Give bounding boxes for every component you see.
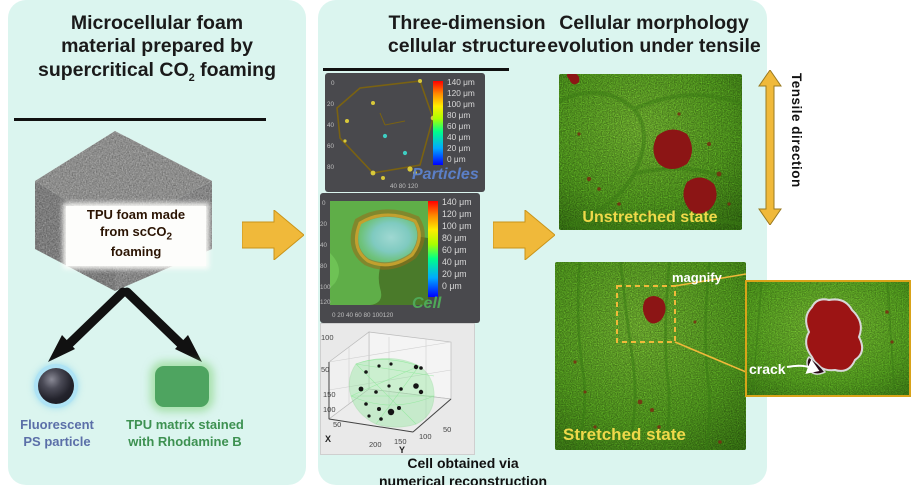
svg-text:100 μm: 100 μm bbox=[442, 221, 472, 231]
svg-text:0 μm: 0 μm bbox=[442, 281, 462, 291]
svg-text:20: 20 bbox=[320, 221, 328, 228]
svg-text:20 μm: 20 μm bbox=[447, 143, 470, 153]
svg-text:120 μm: 120 μm bbox=[447, 88, 475, 98]
svg-text:140 μm: 140 μm bbox=[447, 77, 475, 87]
svg-text:100 μm: 100 μm bbox=[447, 99, 475, 109]
svg-text:80 μm: 80 μm bbox=[442, 233, 467, 243]
svg-text:Unstretched state: Unstretched state bbox=[582, 209, 717, 226]
svg-text:200: 200 bbox=[369, 440, 382, 449]
svg-text:50: 50 bbox=[443, 425, 451, 434]
svg-text:40 μm: 40 μm bbox=[442, 257, 467, 267]
svg-text:60 μm: 60 μm bbox=[447, 121, 470, 131]
svg-text:0 μm: 0 μm bbox=[447, 154, 466, 164]
svg-text:20 μm: 20 μm bbox=[442, 269, 467, 279]
svg-text:0 20 40 60 80 100120: 0 20 40 60 80 100120 bbox=[332, 312, 394, 319]
svg-text:100: 100 bbox=[321, 333, 334, 342]
svg-text:X: X bbox=[325, 434, 331, 444]
svg-text:40: 40 bbox=[320, 242, 328, 249]
svg-text:Stretched state: Stretched state bbox=[563, 425, 686, 444]
svg-text:120 μm: 120 μm bbox=[442, 209, 472, 219]
svg-text:40 μm: 40 μm bbox=[447, 132, 470, 142]
svg-text:150: 150 bbox=[323, 390, 336, 399]
svg-text:20: 20 bbox=[327, 101, 335, 108]
svg-text:100: 100 bbox=[419, 432, 432, 441]
svg-text:100: 100 bbox=[320, 284, 331, 291]
svg-text:crack: crack bbox=[749, 361, 786, 377]
svg-text:80: 80 bbox=[320, 263, 328, 270]
svg-text:60 μm: 60 μm bbox=[442, 245, 467, 255]
svg-text:Y: Y bbox=[399, 445, 405, 454]
svg-text:120: 120 bbox=[320, 299, 331, 306]
svg-text:0: 0 bbox=[331, 80, 335, 87]
svg-text:80: 80 bbox=[327, 164, 335, 171]
svg-text:60: 60 bbox=[327, 143, 335, 150]
svg-text:50: 50 bbox=[333, 420, 341, 429]
svg-text:50: 50 bbox=[321, 365, 329, 374]
svg-text:80 μm: 80 μm bbox=[447, 110, 470, 120]
svg-text:140 μm: 140 μm bbox=[442, 197, 472, 207]
svg-text:40 80 120: 40 80 120 bbox=[390, 183, 419, 190]
svg-text:100: 100 bbox=[323, 405, 336, 414]
svg-text:40: 40 bbox=[327, 122, 335, 129]
svg-text:0: 0 bbox=[322, 200, 326, 207]
